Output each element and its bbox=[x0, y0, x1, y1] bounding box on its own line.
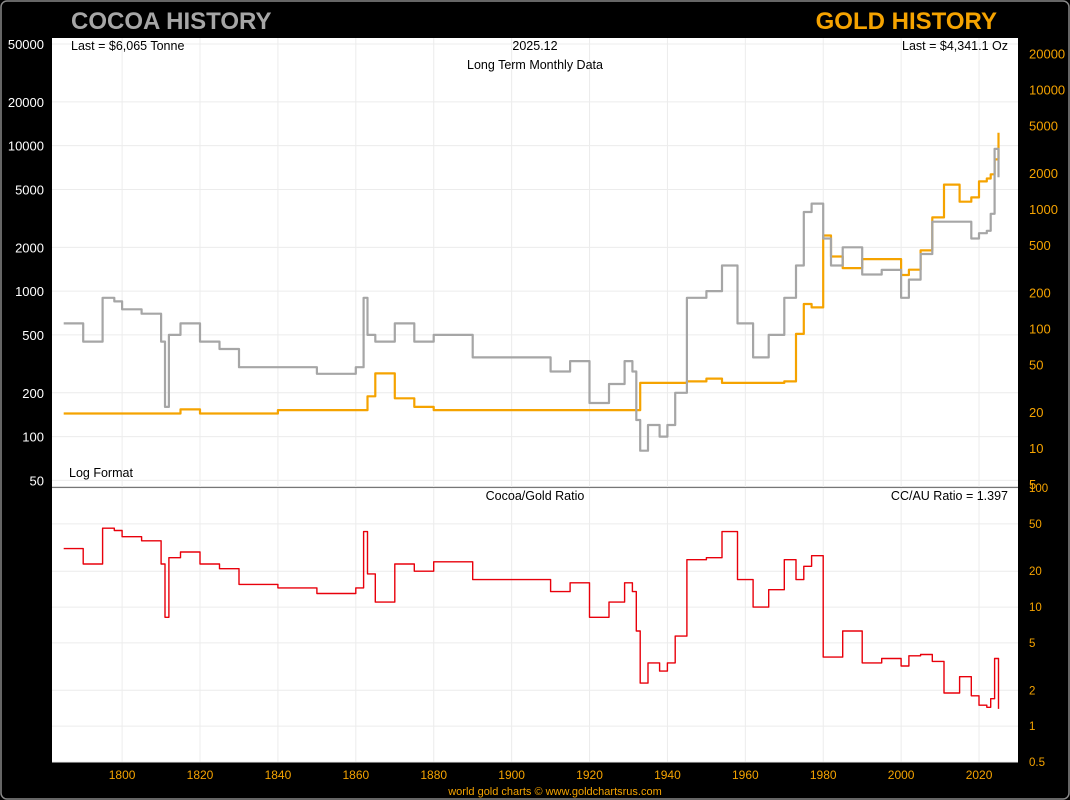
ratio-last-label: CC/AU Ratio = 1.397 bbox=[891, 489, 1008, 503]
x-tick-label: 1820 bbox=[187, 768, 214, 782]
gold-last-label: Last = $4,341.1 Oz bbox=[902, 39, 1008, 53]
subtitle-label: Long Term Monthly Data bbox=[467, 58, 603, 72]
top-panel bbox=[52, 38, 1018, 487]
x-tick-label: 1800 bbox=[109, 768, 136, 782]
right-tick-label: 200 bbox=[1029, 285, 1051, 300]
series-layer bbox=[63, 132, 1000, 709]
axis-ticks: 1800 1820 1840 1860 1880 1900 1920 1940 1960 1980… bbox=[8, 37, 1065, 782]
x-tick-label: 1940 bbox=[654, 768, 681, 782]
ratio-tick-label: 1 bbox=[1029, 721, 1035, 733]
x-tick-label: 1920 bbox=[576, 768, 603, 782]
left-tick-label: 50 bbox=[30, 473, 44, 488]
ratio-tick-label: 5 bbox=[1029, 638, 1035, 650]
left-tick-label: 2000 bbox=[15, 240, 44, 255]
date-label: 2025.12 bbox=[512, 39, 557, 53]
ratio-tick-label: 20 bbox=[1029, 566, 1042, 578]
ratio-tick-label: 50 bbox=[1029, 519, 1042, 531]
right-tick-label: 500 bbox=[1029, 238, 1051, 253]
x-tick-label: 1900 bbox=[498, 768, 525, 782]
gold-series-line bbox=[63, 132, 1000, 415]
ratio-series-line bbox=[63, 527, 1000, 709]
bottom-grid bbox=[52, 487, 1018, 763]
left-tick-label: 5000 bbox=[15, 182, 44, 197]
x-tick-label: 1960 bbox=[732, 768, 759, 782]
ratio-tick-label: 10 bbox=[1029, 602, 1042, 614]
left-tick-label: 20000 bbox=[8, 95, 44, 110]
x-tick-label: 1860 bbox=[342, 768, 369, 782]
right-tick-label: 2000 bbox=[1029, 166, 1058, 181]
right-tick-label: 10 bbox=[1029, 441, 1043, 456]
right-tick-label: 5 bbox=[1029, 477, 1036, 492]
right-tick-label: 20000 bbox=[1029, 47, 1065, 62]
x-tick-label: 2020 bbox=[966, 768, 993, 782]
left-tick-label: 100 bbox=[22, 430, 44, 445]
x-tick-label: 1880 bbox=[420, 768, 447, 782]
right-tick-label: 50 bbox=[1029, 357, 1043, 372]
cocoa-series-line bbox=[63, 147, 1000, 452]
right-tick-label: 5000 bbox=[1029, 118, 1058, 133]
right-tick-label: 1000 bbox=[1029, 202, 1058, 217]
left-tick-label: 1000 bbox=[15, 284, 44, 299]
cocoa-last-label: Last = $6,065 Tonne bbox=[71, 39, 184, 53]
cocoa-title: COCOA HISTORY bbox=[71, 8, 271, 35]
log-format-label: Log Format bbox=[69, 466, 133, 480]
right-tick-label: 100 bbox=[1029, 321, 1051, 336]
right-tick-label: 10000 bbox=[1029, 83, 1065, 98]
ratio-title: Cocoa/Gold Ratio bbox=[486, 489, 585, 503]
left-tick-label: 50000 bbox=[8, 37, 44, 52]
right-tick-label: 20 bbox=[1029, 405, 1043, 420]
ratio-tick-label: 2 bbox=[1029, 685, 1035, 697]
left-tick-label: 200 bbox=[22, 386, 44, 401]
bottom-panel bbox=[52, 488, 1018, 762]
ratio-tick-label: 0.5 bbox=[1029, 757, 1045, 769]
ratio-tick-label: 100 bbox=[1029, 483, 1048, 495]
x-tick-label: 1980 bbox=[810, 768, 837, 782]
x-tick-label: 2000 bbox=[888, 768, 915, 782]
x-tick-label: 1840 bbox=[265, 768, 292, 782]
left-tick-label: 500 bbox=[22, 328, 44, 343]
footer-credit: world gold charts © www.goldchartsrus.co… bbox=[447, 786, 662, 798]
left-tick-label: 10000 bbox=[8, 139, 44, 154]
gold-title: GOLD HISTORY bbox=[816, 8, 997, 35]
